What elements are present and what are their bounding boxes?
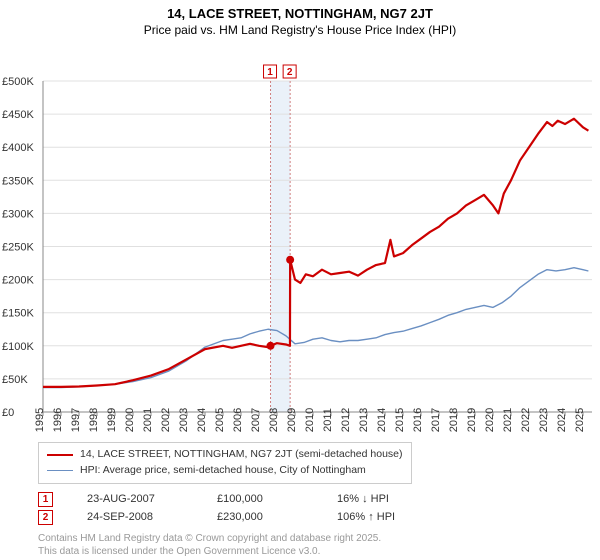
- svg-text:£0: £0: [2, 407, 14, 419]
- legend: 14, LACE STREET, NOTTINGHAM, NG7 2JT (se…: [38, 442, 412, 484]
- legend-item: 14, LACE STREET, NOTTINGHAM, NG7 2JT (se…: [47, 447, 403, 463]
- sale-rel: 16% ↓ HPI: [337, 493, 457, 505]
- sale-marker-box: 1: [38, 492, 53, 507]
- svg-text:2002: 2002: [160, 408, 172, 432]
- svg-text:2008: 2008: [268, 408, 280, 432]
- svg-text:2018: 2018: [448, 408, 460, 432]
- svg-text:£400K: £400K: [2, 142, 34, 154]
- legend-swatch: [47, 454, 73, 457]
- svg-text:£500K: £500K: [2, 76, 34, 88]
- svg-text:2005: 2005: [214, 408, 226, 432]
- svg-text:2004: 2004: [196, 408, 208, 432]
- svg-text:2023: 2023: [538, 408, 550, 432]
- sale-date: 23-AUG-2007: [87, 493, 217, 505]
- svg-text:2020: 2020: [484, 408, 496, 432]
- svg-text:2001: 2001: [142, 408, 154, 432]
- legend-label: HPI: Average price, semi-detached house,…: [80, 463, 366, 479]
- svg-text:2019: 2019: [466, 408, 478, 432]
- svg-text:1998: 1998: [88, 408, 100, 432]
- svg-text:2000: 2000: [124, 408, 136, 432]
- svg-text:1999: 1999: [106, 408, 118, 432]
- legend-item: HPI: Average price, semi-detached house,…: [47, 463, 403, 479]
- svg-text:£450K: £450K: [2, 109, 34, 121]
- svg-text:2007: 2007: [250, 408, 262, 432]
- svg-text:£50K: £50K: [2, 374, 28, 386]
- svg-text:£150K: £150K: [2, 308, 34, 320]
- svg-text:2015: 2015: [394, 408, 406, 432]
- svg-text:2010: 2010: [304, 408, 316, 432]
- svg-text:2025: 2025: [574, 408, 586, 432]
- svg-text:£250K: £250K: [2, 242, 34, 254]
- sale-marker-label: 1: [43, 494, 49, 505]
- footer-line: Contains HM Land Registry data © Crown c…: [38, 532, 381, 545]
- legend-label: 14, LACE STREET, NOTTINGHAM, NG7 2JT (se…: [80, 447, 403, 463]
- svg-text:£300K: £300K: [2, 208, 34, 220]
- svg-text:2016: 2016: [412, 408, 424, 432]
- svg-text:2021: 2021: [502, 408, 514, 432]
- footer-line: This data is licensed under the Open Gov…: [38, 545, 381, 558]
- svg-text:2014: 2014: [376, 408, 388, 432]
- svg-text:2011: 2011: [322, 408, 334, 432]
- sale-row: 1 23-AUG-2007 £100,000 16% ↓ HPI: [38, 490, 457, 508]
- svg-text:2009: 2009: [286, 408, 298, 432]
- sale-price: £230,000: [217, 511, 337, 523]
- svg-text:1: 1: [267, 67, 273, 78]
- footer: Contains HM Land Registry data © Crown c…: [38, 532, 381, 558]
- svg-text:2012: 2012: [340, 408, 352, 432]
- svg-text:2017: 2017: [430, 408, 442, 432]
- chart-svg: £0 £50K £100K £150K £200K £250K £300K £350K £400…: [0, 37, 600, 432]
- sale-marker-label: 2: [43, 512, 49, 523]
- chart-container: 14, LACE STREET, NOTTINGHAM, NG7 2JT Pri…: [0, 0, 600, 560]
- svg-text:2006: 2006: [232, 408, 244, 432]
- svg-text:2: 2: [287, 67, 293, 78]
- svg-text:1995: 1995: [34, 408, 46, 432]
- svg-text:1997: 1997: [70, 408, 82, 432]
- legend-swatch: [47, 470, 73, 472]
- svg-text:£350K: £350K: [2, 175, 34, 187]
- title-area: 14, LACE STREET, NOTTINGHAM, NG7 2JT Pri…: [0, 0, 600, 37]
- sales-table: 1 23-AUG-2007 £100,000 16% ↓ HPI 2 24-SE…: [38, 490, 457, 526]
- svg-text:2013: 2013: [358, 408, 370, 432]
- chart-subtitle: Price paid vs. HM Land Registry's House …: [0, 23, 600, 37]
- sale-date: 24-SEP-2008: [87, 511, 217, 523]
- sale-row: 2 24-SEP-2008 £230,000 106% ↑ HPI: [38, 508, 457, 526]
- svg-text:£100K: £100K: [2, 341, 34, 353]
- sale-marker-box: 2: [38, 510, 53, 525]
- svg-text:2024: 2024: [556, 408, 568, 432]
- svg-text:£200K: £200K: [2, 275, 34, 287]
- sale-rel: 106% ↑ HPI: [337, 511, 457, 523]
- chart-title: 14, LACE STREET, NOTTINGHAM, NG7 2JT: [0, 6, 600, 21]
- svg-text:2022: 2022: [520, 408, 532, 432]
- sale-price: £100,000: [217, 493, 337, 505]
- svg-text:2003: 2003: [178, 408, 190, 432]
- svg-text:1996: 1996: [52, 408, 64, 432]
